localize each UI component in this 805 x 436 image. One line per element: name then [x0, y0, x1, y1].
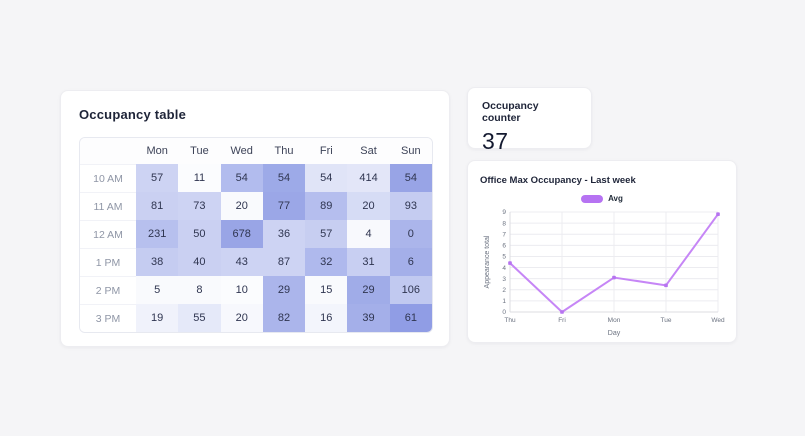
y-tick-label: 8 [502, 220, 506, 227]
y-tick-label: 5 [502, 254, 506, 261]
heatmap-row: 11 AM 81 73 20 77 89 20 93 [80, 192, 432, 220]
x-tick-label: Wed [711, 317, 725, 324]
heatmap-cell: 81 [136, 192, 179, 220]
heatmap-column-header: Thu [262, 138, 306, 164]
heatmap-cell: 39 [347, 304, 390, 332]
chart-title: Office Max Occupancy - Last week [480, 175, 636, 186]
y-axis-title: Appearance total [484, 235, 491, 288]
x-tick-label: Tue [661, 317, 672, 324]
x-tick-label: Mon [608, 317, 621, 324]
heatmap-column-header: Sun [389, 138, 432, 164]
occupancy-table-card: Occupancy table Mon Tue Wed Thu Fri Sat Sun 10… [60, 90, 450, 347]
heatmap-cell: 6 [389, 248, 432, 276]
heatmap-cell: 93 [389, 192, 432, 220]
heatmap-cell: 29 [262, 276, 306, 304]
heatmap-cell: 106 [389, 276, 432, 304]
heatmap-cell: 19 [136, 304, 179, 332]
y-tick-label: 4 [502, 265, 506, 272]
heatmap-row-label: 11 AM [80, 192, 136, 220]
heatmap-cell: 36 [262, 220, 306, 248]
heatmap-cell: 82 [262, 304, 306, 332]
heatmap-cell: 10 [220, 276, 263, 304]
heatmap-cell: 16 [305, 304, 348, 332]
chart-point [716, 212, 720, 217]
occupancy-heatmap-table: Mon Tue Wed Thu Fri Sat Sun 10 AM 57 11 54 54 54 414… [79, 137, 433, 333]
heatmap-row: 10 AM 57 11 54 54 54 414 54 [80, 164, 432, 192]
heatmap-column-header: Fri [305, 138, 348, 164]
heatmap-cell: 678 [220, 220, 263, 248]
chart-point [664, 283, 668, 288]
y-tick-label: 6 [502, 243, 506, 250]
heatmap-cell: 73 [178, 192, 221, 220]
y-tick-label: 9 [502, 209, 506, 216]
heatmap-cell: 20 [220, 192, 263, 220]
x-tick-label: Thu [504, 317, 516, 324]
heatmap-row-label: 10 AM [80, 164, 136, 192]
heatmap-cell: 31 [347, 248, 390, 276]
heatmap-cell: 77 [262, 192, 306, 220]
occupancy-chart-card: Office Max Occupancy - Last week Avg 0 1 2… [467, 160, 737, 343]
heatmap-cell: 20 [347, 192, 390, 220]
heatmap-cell: 4 [347, 220, 390, 248]
heatmap-cell: 61 [389, 304, 432, 332]
heatmap-cell: 0 [389, 220, 432, 248]
heatmap-row-label: 1 PM [80, 248, 136, 276]
heatmap-cell: 87 [262, 248, 306, 276]
heatmap-row: 3 PM 19 55 20 82 16 39 61 [80, 304, 432, 332]
heatmap-cell: 40 [178, 248, 221, 276]
heatmap-column-header: Wed [220, 138, 263, 164]
heatmap-row-label: 2 PM [80, 276, 136, 304]
y-tick-label: 1 [502, 298, 506, 305]
heatmap-cell: 54 [305, 164, 348, 192]
chart-point [560, 310, 564, 314]
y-tick-label: 3 [502, 276, 506, 283]
heatmap-cell: 231 [136, 220, 179, 248]
heatmap-cell: 57 [136, 164, 179, 192]
x-axis-title: Day [608, 330, 621, 337]
heatmap-cell: 15 [305, 276, 348, 304]
y-tick-label: 7 [502, 231, 506, 238]
heatmap-cell: 11 [178, 164, 221, 192]
line-chart-svg: 0 1 2 3 4 5 6 7 8 9 Thu Fri Mon Tue Wed Day Appearance t… [484, 209, 725, 337]
occupancy-counter-card: Occupancy counter 37 [467, 87, 592, 154]
heatmap-cell: 29 [347, 276, 390, 304]
heatmap-cell: 57 [305, 220, 348, 248]
heatmap-row-label: 3 PM [80, 304, 136, 332]
heatmap-column-header: Tue [178, 138, 221, 164]
heatmap-row-label: 12 AM [80, 220, 136, 248]
chart-point [612, 275, 616, 280]
heatmap-row: 2 PM 5 8 10 29 15 29 106 [80, 276, 432, 304]
heatmap-row: 1 PM 38 40 43 87 32 31 6 [80, 248, 432, 276]
heatmap-header-row: Mon Tue Wed Thu Fri Sat Sun [80, 138, 432, 164]
heatmap-column-header: Mon [136, 138, 179, 164]
heatmap-cell: 38 [136, 248, 179, 276]
x-tick-label: Fri [558, 317, 566, 324]
occupancy-table-title: Occupancy table [79, 107, 187, 122]
y-tick-label: 2 [502, 287, 506, 294]
heatmap-corner-cell [80, 138, 136, 164]
heatmap-cell: 43 [220, 248, 263, 276]
heatmap-cell: 32 [305, 248, 348, 276]
y-tick-label: 0 [502, 309, 506, 316]
heatmap-cell: 50 [178, 220, 221, 248]
occupancy-counter-value: 37 [482, 128, 509, 154]
heatmap-cell: 20 [220, 304, 263, 332]
heatmap-cell: 414 [347, 164, 390, 192]
legend-swatch-avg [581, 194, 604, 203]
heatmap-cell: 54 [220, 164, 263, 192]
heatmap-cell: 89 [305, 192, 348, 220]
heatmap-column-header: Sat [347, 138, 390, 164]
chart-point [508, 261, 512, 265]
heatmap-row: 12 AM 231 50 678 36 57 4 0 [80, 220, 432, 248]
heatmap-cell: 5 [136, 276, 179, 304]
heatmap-cell: 54 [389, 164, 432, 192]
heatmap-cell: 55 [178, 304, 221, 332]
occupancy-counter-title: Occupancy counter [482, 100, 539, 124]
chart-legend: Avg [480, 194, 724, 203]
heatmap-cell: 54 [262, 164, 306, 192]
heatmap-cell: 8 [178, 276, 221, 304]
legend-label-avg: Avg [608, 194, 623, 203]
